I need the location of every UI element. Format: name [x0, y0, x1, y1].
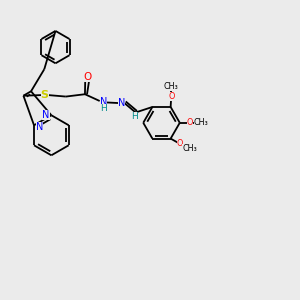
- Text: CH₃: CH₃: [194, 118, 208, 127]
- Text: CH₃: CH₃: [164, 82, 178, 91]
- Text: CH₃: CH₃: [182, 144, 197, 153]
- Text: O: O: [177, 140, 183, 148]
- Text: N: N: [118, 98, 125, 108]
- Text: S: S: [40, 90, 49, 100]
- Text: N: N: [100, 98, 107, 107]
- Text: O: O: [168, 92, 174, 101]
- Text: N: N: [42, 110, 50, 120]
- Text: H: H: [100, 104, 106, 113]
- Text: N: N: [36, 122, 43, 132]
- Text: O: O: [187, 118, 193, 127]
- Text: O: O: [83, 72, 92, 82]
- Text: H: H: [131, 112, 137, 122]
